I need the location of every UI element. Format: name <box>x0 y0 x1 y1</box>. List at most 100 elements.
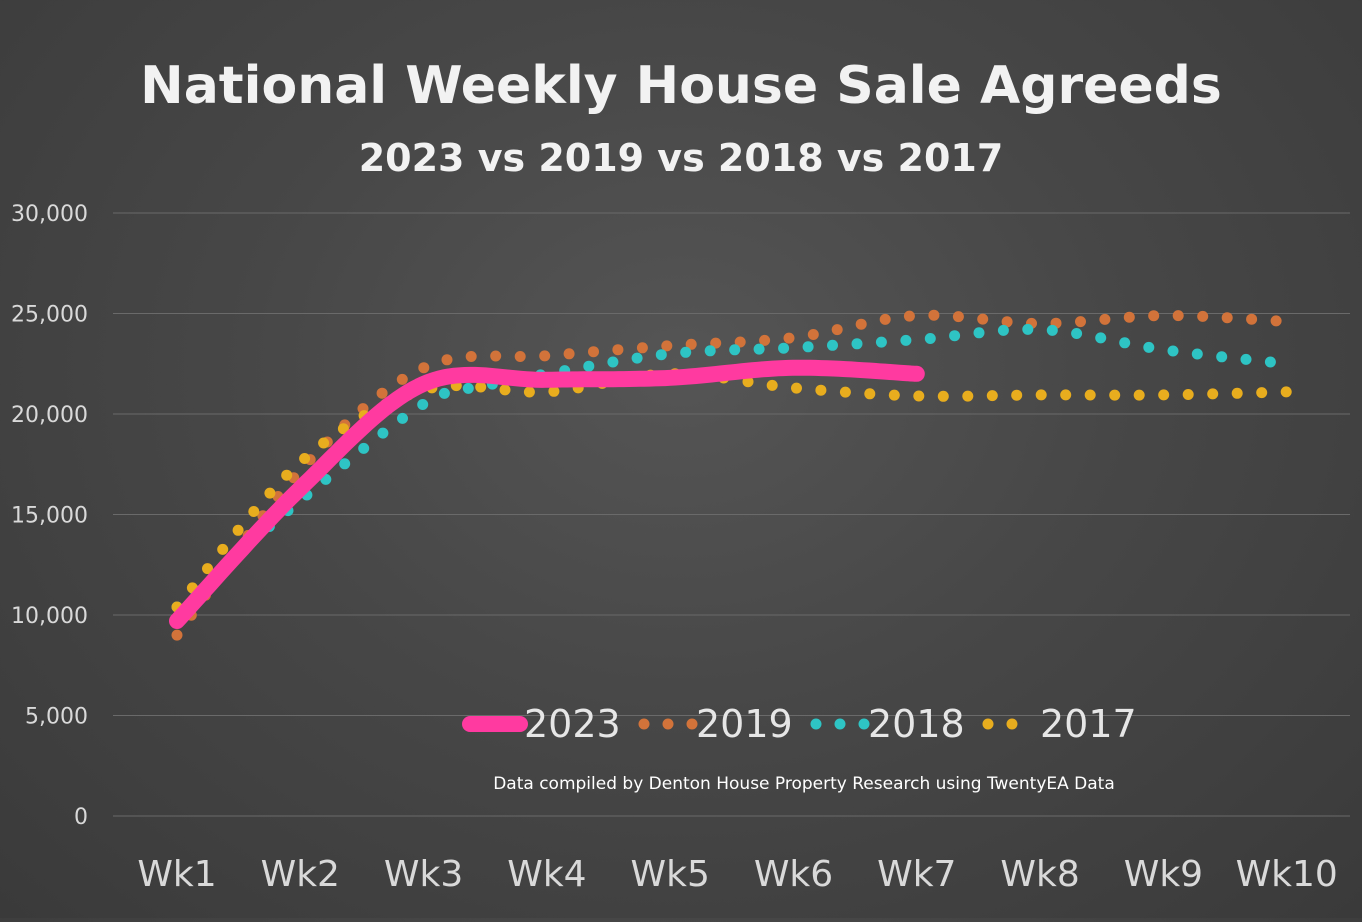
legend-swatch-2017 <box>1006 718 1018 730</box>
source-note: Data compiled by Denton House Property R… <box>493 774 1115 794</box>
chart-subtitle: 2023 vs 2019 vs 2018 vs 2017 <box>359 136 1004 180</box>
y-tick-label: 25,000 <box>11 303 88 328</box>
data-point-2018 <box>417 399 429 410</box>
data-point-2018 <box>875 336 887 348</box>
x-tick-label: Wk9 <box>1124 854 1203 895</box>
legend-swatch-2017 <box>982 718 994 730</box>
data-point-2019 <box>612 344 624 356</box>
data-point-2019 <box>539 350 551 362</box>
data-point-2017 <box>1011 389 1023 401</box>
data-point-2019 <box>418 362 430 374</box>
data-point-2018 <box>607 356 619 368</box>
x-tick-label: Wk2 <box>261 854 340 895</box>
data-point-2018 <box>1167 345 1179 357</box>
data-point-2017 <box>299 453 311 464</box>
x-tick-label: Wk3 <box>384 854 463 895</box>
data-point-2019 <box>928 309 940 321</box>
x-tick-label: Wk5 <box>631 854 710 895</box>
data-point-2017 <box>1109 389 1121 401</box>
data-point-2017 <box>523 386 535 398</box>
data-point-2018 <box>997 324 1009 336</box>
data-point-2018 <box>1216 351 1228 363</box>
data-point-2017 <box>1256 387 1268 399</box>
legend-item-2019: 2019 <box>638 702 793 746</box>
data-point-2019 <box>465 351 477 362</box>
data-point-2019 <box>1270 315 1282 327</box>
data-point-2019 <box>376 387 388 399</box>
legend-label-2023: 2023 <box>524 702 621 746</box>
data-point-2018 <box>900 334 912 346</box>
data-point-2018 <box>1191 348 1203 360</box>
data-point-2017 <box>1182 389 1194 400</box>
data-point-2019 <box>710 337 722 349</box>
y-tick-label: 5,000 <box>25 705 88 730</box>
data-point-2019 <box>563 348 575 360</box>
data-point-2018 <box>631 352 643 364</box>
data-point-2018 <box>339 458 351 470</box>
legend-item-2017: 2017 <box>982 702 1137 746</box>
data-point-2019 <box>1172 310 1184 322</box>
data-point-2018 <box>1095 332 1107 344</box>
data-point-2017 <box>217 543 229 555</box>
data-point-2018 <box>778 342 790 354</box>
data-point-2018 <box>1143 341 1155 353</box>
data-point-2019 <box>396 373 408 385</box>
data-point-2019 <box>879 313 891 325</box>
data-point-2017 <box>1133 389 1145 401</box>
data-point-2018 <box>1022 323 1034 335</box>
data-point-2019 <box>1123 311 1135 323</box>
data-point-2019 <box>588 346 599 358</box>
data-point-2017 <box>1231 387 1243 399</box>
series-2023 <box>169 359 925 629</box>
data-point-2019 <box>734 336 746 348</box>
data-point-2017 <box>475 381 487 393</box>
data-point-2018 <box>973 327 985 339</box>
series-line-2023 <box>169 359 925 629</box>
data-point-2019 <box>490 350 502 362</box>
data-point-2019 <box>514 351 526 362</box>
legend-item-2023: 2023 <box>462 702 621 746</box>
data-point-2018 <box>704 345 716 357</box>
data-point-2018 <box>949 330 961 342</box>
legend-swatch-2019 <box>662 718 674 730</box>
legend-label-2018: 2018 <box>868 702 965 746</box>
legend-swatch-2019 <box>686 718 698 730</box>
x-tick-label: Wk7 <box>877 854 956 895</box>
data-point-2019 <box>441 354 453 366</box>
data-point-2018 <box>358 442 370 454</box>
data-point-2017 <box>499 384 511 396</box>
data-point-2018 <box>1119 337 1131 349</box>
data-point-2018 <box>924 333 936 344</box>
data-point-2018 <box>1071 328 1083 339</box>
data-point-2017 <box>791 382 802 394</box>
data-point-2017 <box>962 390 974 402</box>
data-point-2019 <box>171 629 183 641</box>
data-point-2017 <box>766 379 778 391</box>
data-point-2017 <box>232 524 244 536</box>
data-point-2019 <box>977 313 989 325</box>
data-point-2019 <box>636 342 648 354</box>
data-point-2017 <box>548 385 560 397</box>
data-point-2019 <box>1075 316 1086 328</box>
data-point-2018 <box>377 427 389 439</box>
data-point-2018 <box>397 412 408 424</box>
series-2019 <box>171 309 1282 641</box>
data-point-2018 <box>1240 353 1252 365</box>
data-point-2018 <box>462 382 474 394</box>
data-point-2017 <box>1207 388 1219 400</box>
data-point-2018 <box>438 387 450 399</box>
data-point-2017 <box>202 563 213 575</box>
data-point-2018 <box>655 349 667 361</box>
data-point-2017 <box>337 423 349 435</box>
data-point-2019 <box>1197 310 1209 322</box>
data-point-2019 <box>952 311 964 323</box>
series-layer <box>169 309 1292 641</box>
legend-swatch-2018 <box>834 718 846 730</box>
data-point-2019 <box>831 324 843 336</box>
legend-swatch-2018 <box>810 718 822 730</box>
y-tick-label: 10,000 <box>11 604 88 629</box>
x-tick-label: Wk10 <box>1236 854 1338 895</box>
data-point-2019 <box>661 340 673 352</box>
x-axis-ticks: Wk1 Wk2 Wk3 Wk4 Wk5 Wk6 Wk7 Wk8 Wk9 Wk10 <box>137 854 1338 895</box>
